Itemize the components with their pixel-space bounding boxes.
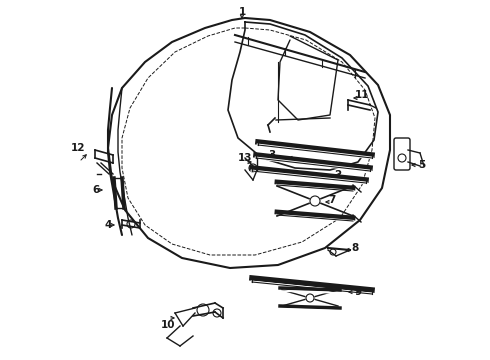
Text: 9: 9 xyxy=(354,287,362,297)
Circle shape xyxy=(310,196,320,206)
Text: 8: 8 xyxy=(351,243,359,253)
Text: 13: 13 xyxy=(238,153,252,163)
Text: 10: 10 xyxy=(161,320,175,330)
Text: 6: 6 xyxy=(93,185,99,195)
Text: 5: 5 xyxy=(418,160,426,170)
FancyBboxPatch shape xyxy=(394,138,410,170)
Text: 11: 11 xyxy=(355,90,369,100)
Text: 2: 2 xyxy=(334,170,342,180)
Circle shape xyxy=(306,294,314,302)
Text: 7: 7 xyxy=(328,195,336,205)
Text: 4: 4 xyxy=(104,220,112,230)
Text: 3: 3 xyxy=(269,150,275,160)
Text: 12: 12 xyxy=(71,143,85,153)
Text: 1: 1 xyxy=(238,7,245,17)
